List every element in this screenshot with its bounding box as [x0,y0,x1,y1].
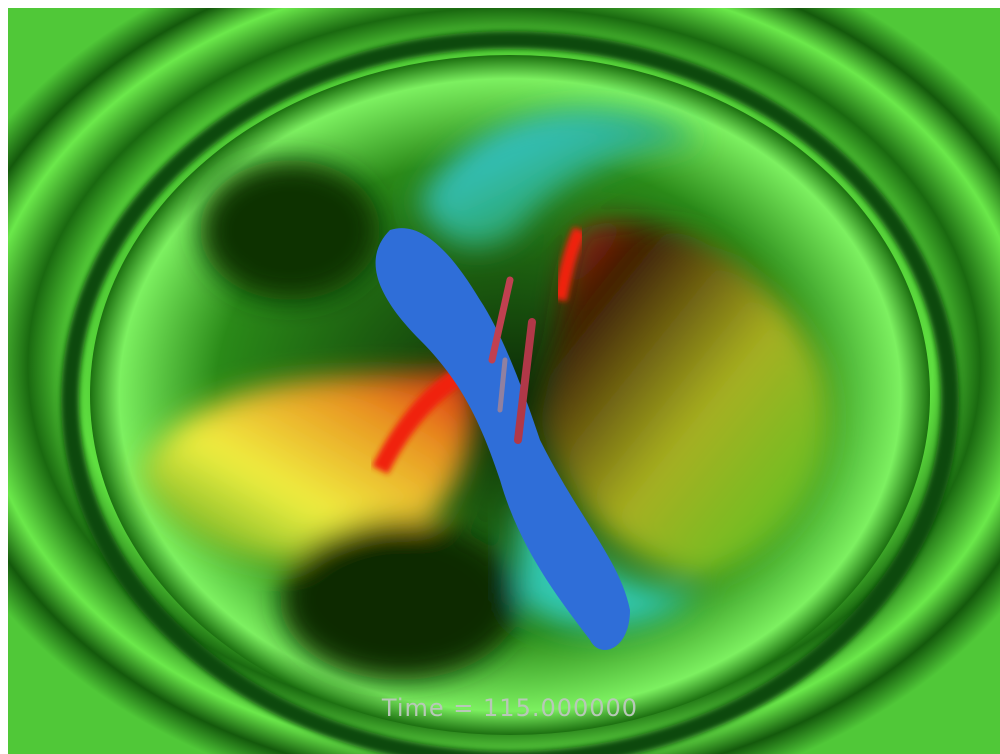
red-ridge [553,226,587,302]
ring [61,31,959,754]
blue-plateau [375,228,630,650]
spikes [488,276,536,444]
swirl-arms [140,110,831,680]
time-caption: Time = 115.000000 [381,694,638,722]
